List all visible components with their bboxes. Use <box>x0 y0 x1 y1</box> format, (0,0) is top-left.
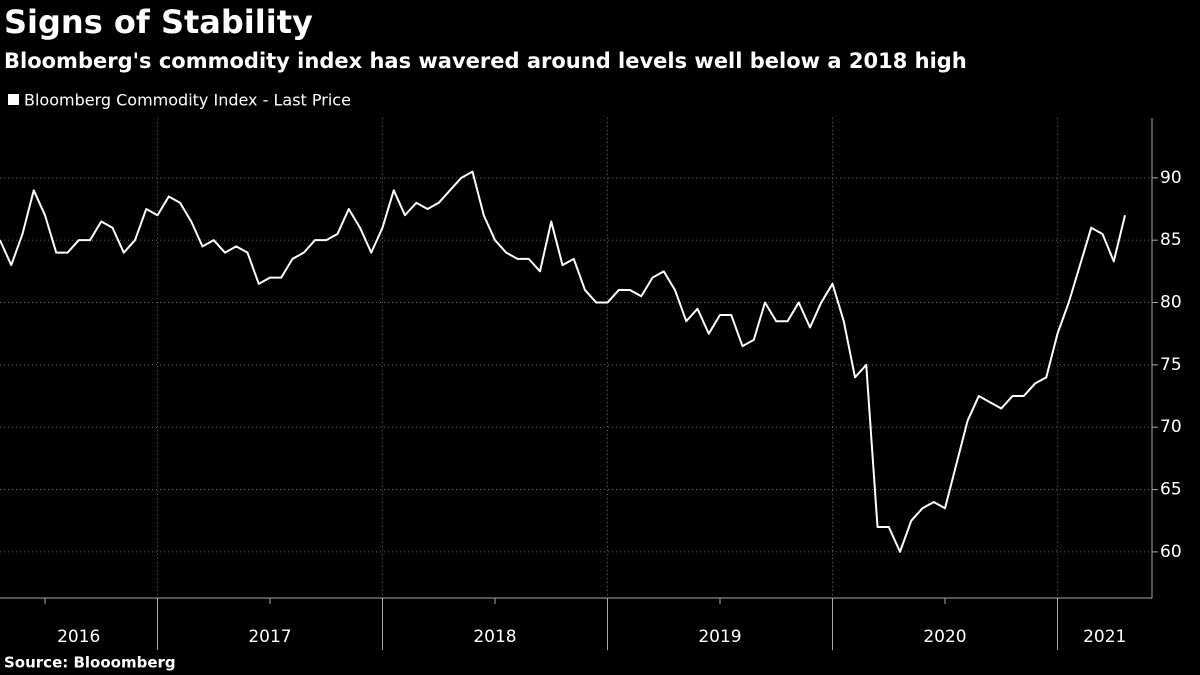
chart-title: Signs of Stability <box>4 3 313 41</box>
y-tick-label: 75 <box>1160 355 1182 375</box>
x-tick-label: 2021 <box>1083 627 1126 647</box>
x-tick-label: 2017 <box>248 627 291 647</box>
y-tick-label: 90 <box>1160 168 1182 188</box>
chart-subtitle: Bloomberg's commodity index has wavered … <box>4 49 967 73</box>
source: Source: Blooomberg <box>4 654 176 672</box>
x-tick-label: 2018 <box>473 627 516 647</box>
series-line <box>0 170 1126 553</box>
x-tick-label: 2020 <box>923 627 966 647</box>
y-tick-label: 70 <box>1160 417 1182 437</box>
x-tick-label: 2016 <box>57 627 100 647</box>
x-tick-label: 2019 <box>698 627 741 647</box>
legend-swatch <box>8 94 19 105</box>
y-tick-label: 60 <box>1160 542 1182 562</box>
legend-label: Bloomberg Commodity Index - Last Price <box>24 91 351 110</box>
y-tick-label: 80 <box>1160 293 1182 313</box>
y-tick-label: 65 <box>1160 480 1182 500</box>
y-tick-label: 85 <box>1160 230 1182 250</box>
